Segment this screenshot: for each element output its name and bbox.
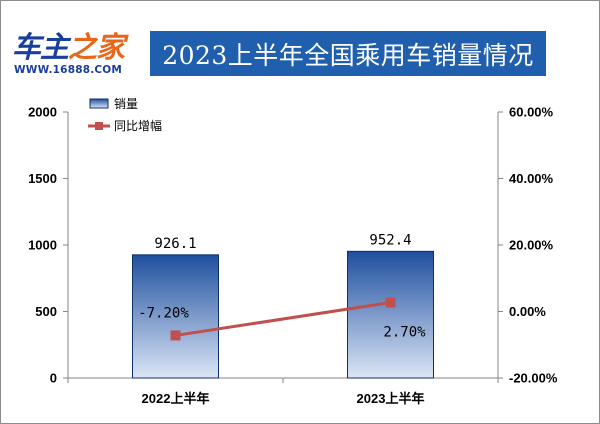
y-right-tick-label: -20.00% [509,371,558,386]
line-series [175,301,391,337]
logo-text: 车主之家 [12,30,125,64]
legend-bar-swatch [89,98,109,109]
chart-title: 2023上半年全国乘用车销量情况 [162,40,534,70]
y-right-tick-label: 20.00% [509,238,554,253]
x-tick-label: 2022上半年 [142,391,210,406]
bar [347,250,434,379]
y-left-tick-label: 2000 [28,105,57,120]
site-logo[interactable]: 车主之家 WWW.16888.COM [12,30,142,82]
y-right-tick-label: 40.00% [509,171,554,186]
y-left-tick-label: 1500 [28,171,57,186]
legend-label: 销量 [114,97,138,111]
line-point [170,330,181,341]
legend-label: 同比增幅 [114,118,162,133]
line-point [385,297,396,308]
line-data-label: -7.20% [138,305,189,321]
bar-data-label: 926.1 [154,236,196,252]
y-right-tick-label: 0.00% [509,304,546,319]
line-data-label: 2.70% [383,325,426,341]
y-left-tick-label: 500 [35,304,57,319]
chart-title-box: 2023上半年全国乘用车销量情况 [150,31,546,76]
y-right-tick-label: 60.00% [509,105,554,120]
logo-url: WWW.16888.COM [14,64,123,76]
logo-text-part1: 车主 [12,30,69,64]
bar-data-label: 952.4 [369,232,411,248]
y-left-tick-label: 0 [50,371,57,386]
y-left-tick-label: 1000 [28,238,57,253]
legend-line-marker [95,122,103,130]
logo-text-part2: 之家 [68,30,125,64]
x-tick-label: 2023上半年 [357,391,425,406]
bar [132,254,219,379]
